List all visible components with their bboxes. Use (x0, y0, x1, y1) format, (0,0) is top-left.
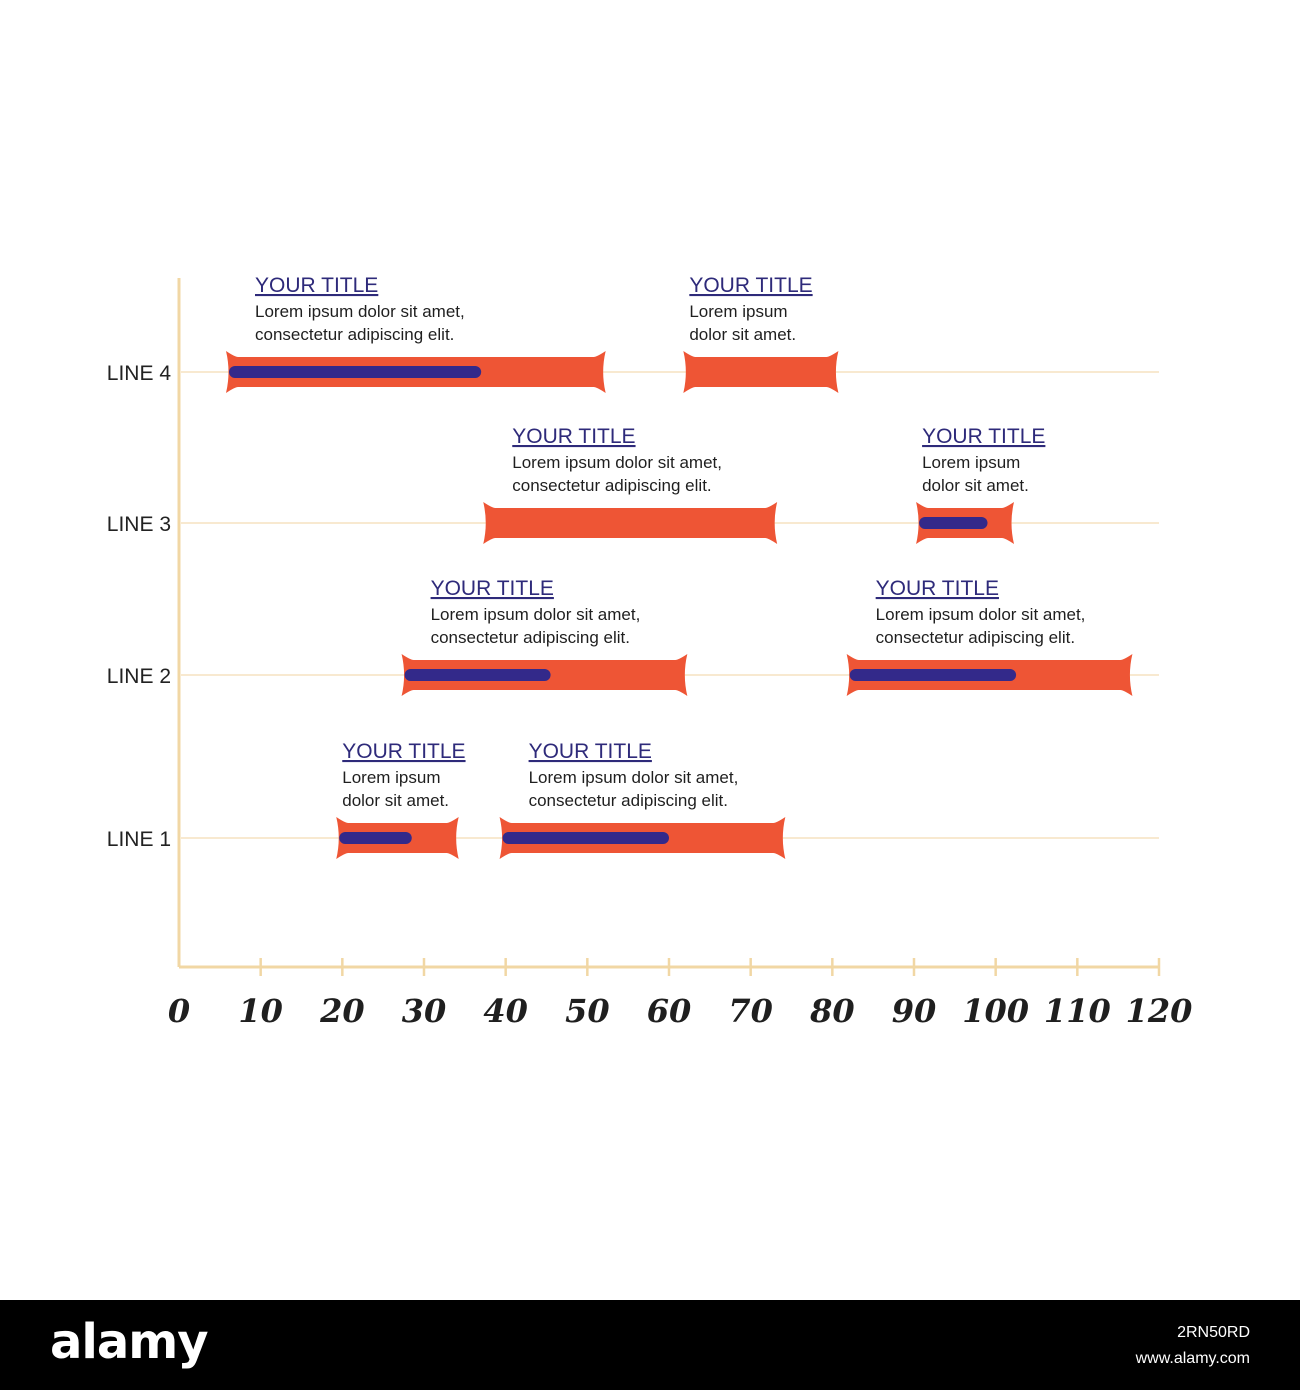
x-tick-label: 60 (647, 992, 692, 1030)
task-description: consectetur adipiscing elit. (529, 791, 728, 810)
x-tick-label: 80 (809, 992, 855, 1030)
task-title: YOUR TITLE (876, 577, 999, 600)
x-tick-label: 110 (1044, 992, 1111, 1030)
task-description: dolor sit amet. (689, 325, 796, 344)
task-description: consectetur adipiscing elit. (431, 628, 630, 647)
task-description: Lorem ipsum (342, 768, 440, 787)
task-progress (919, 517, 988, 529)
x-tick-label: 30 (402, 992, 447, 1030)
timeline-chart: 0 10 20 30 40 50 60 70 80 90 100 110 120 LINE 1 LINE 2… (107, 274, 1193, 1030)
task-progress (404, 669, 551, 681)
x-tick-label: 50 (565, 992, 610, 1030)
x-tick-label: 70 (728, 992, 773, 1030)
task-description: consectetur adipiscing elit. (512, 476, 711, 495)
task-description: Lorem ipsum (689, 302, 787, 321)
x-tick-label: 40 (483, 992, 528, 1030)
task-title: YOUR TITLE (529, 740, 652, 763)
task-title: YOUR TITLE (255, 274, 378, 297)
x-tick-label: 90 (892, 992, 937, 1030)
task-description: Lorem ipsum dolor sit amet, (512, 453, 722, 472)
task-title: YOUR TITLE (512, 425, 635, 448)
row-label: LINE 1 (107, 828, 171, 851)
task-description: Lorem ipsum (922, 453, 1020, 472)
task-progress (339, 832, 412, 844)
task-description: Lorem ipsum dolor sit amet, (876, 605, 1086, 624)
x-tick-label: 100 (962, 992, 1029, 1030)
task-description: consectetur adipiscing elit. (255, 325, 454, 344)
task-bar (683, 351, 839, 393)
chart-canvas: 0 10 20 30 40 50 60 70 80 90 100 110 120 LINE 1 LINE 2… (107, 274, 1193, 1030)
task-progress (849, 669, 1017, 681)
x-tick-label: 20 (319, 992, 365, 1030)
footer-info: 2RN50RD www.alamy.com (1136, 1320, 1250, 1372)
task-title: YOUR TITLE (431, 577, 554, 600)
row-label: LINE 3 (107, 513, 171, 536)
image-id: 2RN50RD (1177, 1324, 1250, 1341)
x-tick-label: 120 (1126, 992, 1193, 1030)
task-description: dolor sit amet. (922, 476, 1029, 495)
task-title: YOUR TITLE (689, 274, 812, 297)
task-description: Lorem ipsum dolor sit amet, (431, 605, 641, 624)
task-title: YOUR TITLE (922, 425, 1045, 448)
task-title: YOUR TITLE (342, 740, 465, 763)
footer-logo: alamy (50, 1314, 209, 1370)
footer-bar: alamy 2RN50RD www.alamy.com (0, 1300, 1300, 1390)
task-description: Lorem ipsum dolor sit amet, (255, 302, 465, 321)
site-url: www.alamy.com (1135, 1350, 1250, 1367)
task-description: dolor sit amet. (342, 791, 449, 810)
row-label: LINE 2 (107, 665, 171, 688)
x-tick-label: 0 (168, 992, 190, 1030)
row-label: LINE 4 (107, 362, 172, 385)
task-progress (502, 832, 669, 844)
task-description: Lorem ipsum dolor sit amet, (529, 768, 739, 787)
task-progress (229, 366, 482, 378)
x-tick-label: 10 (238, 992, 283, 1030)
task-description: consectetur adipiscing elit. (876, 628, 1075, 647)
task-bar (483, 502, 778, 544)
